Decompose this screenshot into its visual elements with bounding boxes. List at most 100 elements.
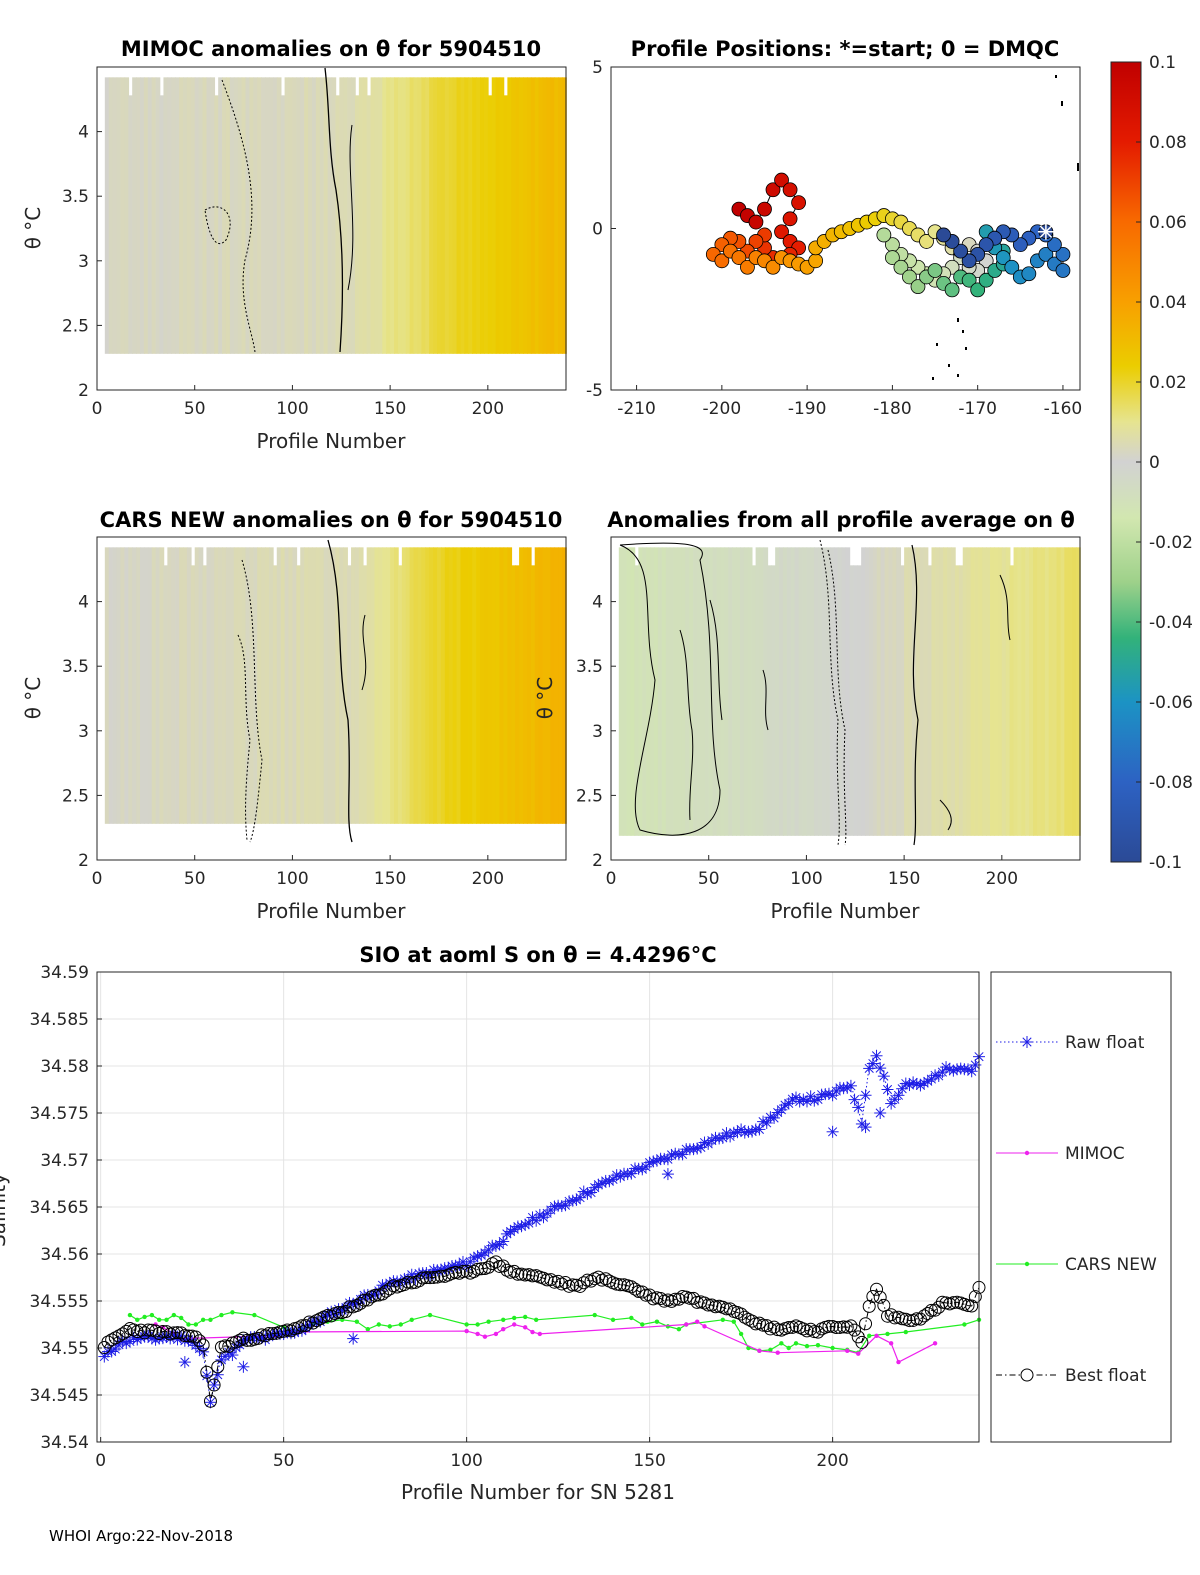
cars-point xyxy=(127,1312,133,1318)
position-marker xyxy=(876,227,892,243)
position-marker xyxy=(978,237,994,253)
heatmap-cell xyxy=(786,547,792,836)
best-point xyxy=(756,1318,770,1332)
positions-x-ticks: -210 -200 -190 -180 -170 -160 xyxy=(617,385,1082,419)
salinity-series xyxy=(97,1049,986,1409)
heatmap-cell xyxy=(634,565,640,836)
best-point xyxy=(829,1321,843,1335)
colorbar-tick-label: -0.04 xyxy=(1149,613,1193,633)
heatmap-cell xyxy=(503,95,509,354)
y-tick-label: 34.555 xyxy=(30,1292,89,1312)
heatmap-cell xyxy=(159,547,165,824)
mimoc-point xyxy=(530,1329,535,1335)
heatmap-cell xyxy=(175,77,180,354)
best-point xyxy=(833,1320,847,1334)
heatmap-cell xyxy=(732,547,737,836)
heatmap-cell xyxy=(974,547,980,836)
heatmap-cell xyxy=(693,547,698,836)
cars-point xyxy=(501,1317,506,1323)
y-tick-label: 34.565 xyxy=(30,1198,89,1218)
position-marker xyxy=(808,253,824,269)
heatmap-cell xyxy=(218,77,223,354)
heatmap-cell xyxy=(225,547,231,824)
y-tick-label: 2.5 xyxy=(576,786,603,806)
heatmap-cell xyxy=(657,547,663,836)
heatmap-cell xyxy=(132,547,137,824)
x-tick-label: 100 xyxy=(276,399,308,419)
heatmap-cell xyxy=(386,77,391,354)
position-marker xyxy=(953,243,969,259)
heatmap-cell xyxy=(642,547,647,836)
y-tick-label: 34.545 xyxy=(30,1386,89,1406)
heatmap-cell xyxy=(546,77,552,354)
salinity-y-ticks: 34.54 34.545 34.55 34.555 34.56 34.565 34.57 34… xyxy=(30,963,102,1453)
heatmap-cell xyxy=(132,77,137,354)
heatmap-cell xyxy=(464,547,470,824)
cars-ylabel: θ °C xyxy=(21,677,45,720)
mimoc-point xyxy=(694,1319,700,1324)
position-marker xyxy=(748,234,764,249)
position-marker xyxy=(774,224,789,240)
x-tick-label: 150 xyxy=(374,869,406,889)
heatmap-cell xyxy=(245,77,251,354)
heatmap-cell xyxy=(397,77,403,354)
salinity-ylabel: Salinity xyxy=(0,1173,10,1247)
best-point xyxy=(108,1331,122,1345)
panel-salinity: SIO at aoml S on θ = 4.4296°C 0 50 100 150 2… xyxy=(0,943,1172,1504)
raw-point xyxy=(698,1136,711,1149)
best-point xyxy=(427,1270,441,1284)
best-point xyxy=(397,1278,411,1292)
y-tick-label: 34.585 xyxy=(30,1010,89,1030)
heatmap-cell xyxy=(1013,547,1019,836)
heatmap-cell xyxy=(284,77,290,354)
best-point xyxy=(859,1317,873,1331)
heatmap-cell xyxy=(515,565,520,824)
heatmap-cell xyxy=(530,77,536,354)
best-point xyxy=(354,1296,368,1310)
heatmap-cell xyxy=(704,547,710,836)
best-point xyxy=(540,1273,554,1287)
y-tick-label: 4 xyxy=(78,123,89,143)
best-point xyxy=(921,1306,935,1320)
heatmap-cell xyxy=(720,547,726,836)
best-point xyxy=(848,1323,862,1337)
heatmap-cell xyxy=(915,547,921,836)
raw-point xyxy=(943,1063,956,1076)
raw-line xyxy=(103,1055,980,1402)
cars-y-ticks: 2 2.5 3 3.5 4 xyxy=(62,593,102,871)
raw-point xyxy=(208,1378,221,1391)
raw-point xyxy=(504,1225,517,1238)
heatmap-cell xyxy=(1064,547,1070,836)
position-marker xyxy=(1021,266,1037,282)
colorbar-tick-label: 0.04 xyxy=(1149,293,1187,313)
position-marker xyxy=(978,272,994,288)
y-tick-label: 3.5 xyxy=(62,657,89,677)
heatmap-cell xyxy=(1037,547,1042,836)
x-tick-label: 50 xyxy=(184,869,206,889)
heatmap-cell xyxy=(538,547,544,824)
heatmap-cell xyxy=(876,547,882,836)
best-point xyxy=(599,1272,613,1286)
best-point xyxy=(807,1325,821,1339)
legend-marker xyxy=(1024,1261,1030,1267)
heatmap-cell xyxy=(1017,547,1023,836)
heatmap-cell xyxy=(880,547,886,836)
best-point xyxy=(752,1316,766,1330)
heatmap-cell xyxy=(888,547,894,836)
mimoc-point xyxy=(888,1341,894,1346)
heatmap-cell xyxy=(202,565,208,824)
best-point xyxy=(672,1292,686,1306)
cars-field xyxy=(104,547,567,824)
best-point xyxy=(240,1333,254,1347)
heatmap-cell xyxy=(409,547,415,824)
cars-point xyxy=(867,1333,872,1338)
x-tick-label: -190 xyxy=(788,399,827,419)
cars-point xyxy=(427,1312,433,1318)
best-point xyxy=(339,1305,353,1319)
best-point xyxy=(291,1321,305,1335)
best-point xyxy=(474,1262,488,1276)
positions-y-ticks: -5 0 5 xyxy=(586,58,616,401)
heatmap-cell xyxy=(124,77,130,354)
heatmap-cell xyxy=(751,565,757,836)
heatmap-cell xyxy=(382,547,388,824)
